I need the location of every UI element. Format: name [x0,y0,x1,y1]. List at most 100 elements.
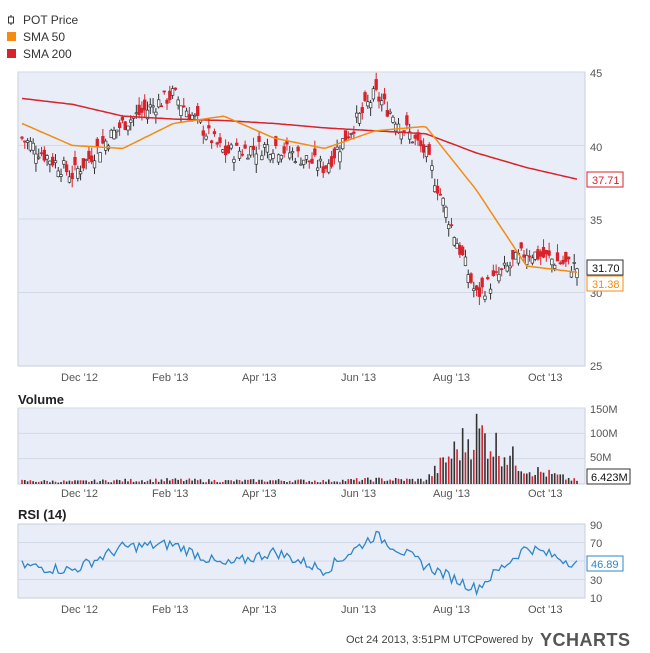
volume-bar [54,481,57,484]
volume-bar [166,478,168,484]
price-tick-35: 35 [590,215,602,227]
legend-label-sma50: SMA 50 [23,30,65,44]
candle-body [341,138,345,150]
volume-bar [85,480,87,484]
volume-bar [408,479,411,484]
volume-bar [553,473,556,484]
volume-bar [456,449,458,484]
candle-body [290,151,295,154]
candle-body [268,154,272,161]
volume-bar [202,482,205,484]
sma50-line [21,115,578,273]
candle-body [433,185,437,193]
candle-body [394,123,398,132]
candle-body [477,287,482,297]
candle-body [262,144,267,148]
volume-bar [23,480,26,484]
candle-body [346,136,350,139]
price-xlabel-aug: Aug '13 [433,372,470,384]
candle-body [53,160,58,164]
candle-body [307,160,311,163]
volume-bar [35,481,37,484]
candle-body [182,105,186,108]
volume-bar [191,480,193,484]
candle-body [474,285,479,291]
volume-value-tag: 6.423M [586,468,631,485]
rsi-line [21,530,578,597]
volume-bar [495,432,497,484]
legend: POT Price SMA 50 SMA 200 [7,13,78,61]
volume-bar [523,473,525,484]
rsi-value-tag: 46.89 [586,555,624,572]
candle-body [98,152,102,163]
volume-bar [562,474,564,484]
candle-body [461,246,465,256]
legend-item-sma50[interactable]: SMA 50 [7,30,65,44]
volume-bar [302,479,305,484]
volume-x-axis: Dec '12 Feb '13 Apr '13 Jun '13 Aug '13 … [61,488,563,500]
candle-body [39,152,44,155]
volume-bar [314,480,316,484]
candle-body [349,133,353,135]
volume-bar [350,478,352,484]
volume-bar [459,460,461,484]
legend-item-sma200[interactable]: SMA 200 [7,47,72,61]
candle-body [366,101,370,107]
volume-bar [40,481,43,484]
candle-body [56,170,60,178]
volume-bar [233,481,235,484]
volume-bar [205,482,207,484]
volume-bar [249,479,252,484]
candle-body [553,264,557,269]
volume-title: Volume [18,392,64,407]
volume-bar [556,474,559,484]
candle-body [204,135,208,140]
volume-bar [473,449,475,484]
volume-xlabel-feb: Feb '13 [152,488,188,500]
volume-bar [247,479,249,484]
candle-body [564,252,568,262]
volume-bar [143,482,146,484]
candle-body [313,148,317,156]
candle-body [327,163,331,173]
candle-body [391,116,395,123]
volume-bar [347,479,350,484]
volume-bar [400,479,403,484]
candle-body [42,149,46,161]
volume-bar [255,482,258,484]
legend-item-price[interactable]: POT Price [8,13,79,27]
volume-bar [534,474,536,484]
candle-body [109,129,113,139]
ycharts-logo[interactable]: YCHARTS [540,630,631,650]
volume-bar [492,456,495,484]
candle-body [469,273,473,283]
candle-body [235,142,239,146]
volume-bar [517,471,520,484]
rsi-title: RSI (14) [18,507,66,522]
volume-bar [386,480,389,484]
volume-bar [380,478,383,484]
candle-body [193,114,197,117]
volume-bar [453,441,456,484]
candle-body [232,158,236,163]
candle-body [486,277,490,280]
volume-bar [300,479,302,484]
volume-bar [411,478,414,484]
volume-bar [336,481,338,484]
volume-bar [283,481,285,484]
candle-body [536,249,540,260]
candle-body [402,130,406,132]
volume-bar [358,481,361,484]
volume-bar [470,459,472,484]
volume-bar [96,482,99,484]
volume-bar [21,479,23,484]
price-y-axis: 45 40 35 30 25 [590,68,602,373]
candle-body [201,130,205,136]
candle-body [31,142,35,151]
volume-bar [319,482,322,484]
volume-bar [484,433,486,484]
volume-bar [29,480,32,484]
volume-bar [294,480,297,484]
candle-body [240,153,244,156]
volume-bar [121,481,124,484]
